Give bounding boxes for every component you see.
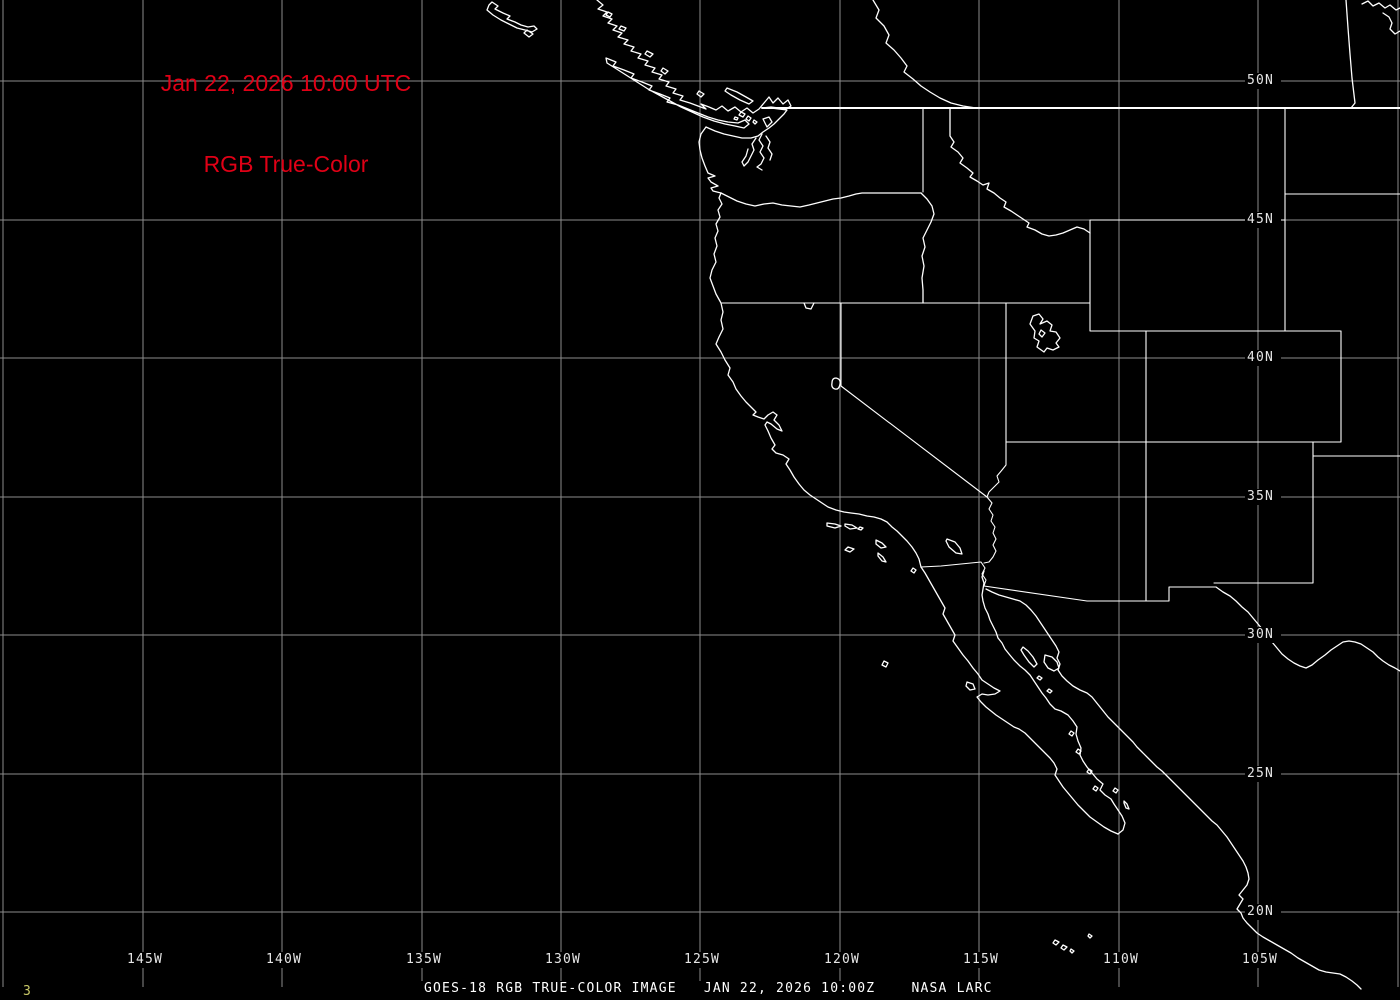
pacific-coastline bbox=[709, 192, 922, 568]
rio-grande-river bbox=[1215, 586, 1400, 672]
title-block: Jan 22, 2026 10:00 UTC RGB True-Color bbox=[130, 16, 442, 232]
id-mt-border bbox=[949, 108, 1091, 237]
lon-label-120w: 120W bbox=[820, 952, 864, 968]
goose-lake bbox=[803, 302, 815, 310]
frame-number: 3 bbox=[21, 984, 33, 999]
lat-label-35n: 35N bbox=[1245, 489, 1281, 505]
lat-label-25n: 25N bbox=[1245, 766, 1281, 782]
guadalupe-island bbox=[881, 660, 889, 668]
sonora-sinaloa-coast bbox=[985, 588, 1362, 990]
lon-label-125w: 125W bbox=[680, 952, 724, 968]
bc-coastal-islands bbox=[605, 11, 705, 98]
lon-label-145w: 145W bbox=[123, 952, 167, 968]
lon-label-135w: 135W bbox=[402, 952, 446, 968]
baja-west-coast bbox=[920, 566, 1119, 835]
lat-label-50n: 50N bbox=[1245, 73, 1281, 89]
nv-az-colorado-river bbox=[986, 441, 1007, 498]
map-overlay bbox=[486, 0, 1400, 990]
salton-sea bbox=[945, 538, 963, 555]
ca-nv-diagonal-border bbox=[840, 385, 988, 498]
great-salt-lake bbox=[1029, 313, 1061, 353]
lon-label-110w: 110W bbox=[1099, 952, 1143, 968]
lake-tahoe bbox=[831, 377, 841, 390]
baja-gulf-coast bbox=[981, 570, 1126, 835]
state-borders bbox=[721, 108, 1400, 602]
snake-river-border bbox=[920, 192, 935, 304]
sk-mb-border bbox=[1345, 0, 1356, 109]
bc-alberta-border bbox=[872, 0, 996, 109]
lat-gridline bbox=[0, 80, 1400, 913]
olympic-peninsula-coast bbox=[698, 126, 722, 194]
product-name-label: RGB True-Color bbox=[203, 151, 369, 177]
image-timestamp-label: Jan 22, 2026 10:00 UTC bbox=[160, 70, 412, 96]
haida-gwaii-coast bbox=[486, 1, 538, 38]
juan-de-fuca-coast bbox=[705, 107, 788, 139]
vancouver-island-coast bbox=[605, 57, 750, 129]
image-caption: GOES-18 RGB TRUE-COLOR IMAGE JAN 22, 202… bbox=[421, 981, 996, 996]
us-mexico-border bbox=[920, 561, 1217, 602]
gulf-of-california-islands bbox=[965, 646, 1130, 810]
columbia-river-border bbox=[720, 192, 922, 208]
gulf-islands bbox=[724, 87, 758, 125]
lat-label-45n: 45N bbox=[1245, 212, 1281, 228]
lat-label-40n: 40N bbox=[1245, 350, 1281, 366]
bc-mainland-coast bbox=[596, 0, 792, 114]
lon-label-105w: 105W bbox=[1238, 952, 1282, 968]
lon-label-140w: 140W bbox=[262, 952, 306, 968]
lat-label-20n: 20N bbox=[1245, 904, 1281, 920]
ca-az-colorado-river bbox=[983, 496, 997, 564]
lon-label-115w: 115W bbox=[959, 952, 1003, 968]
puget-sound-inlets bbox=[741, 116, 773, 171]
channel-islands bbox=[826, 522, 917, 574]
lat-label-30n: 30N bbox=[1245, 627, 1281, 643]
lon-label-130w: 130W bbox=[541, 952, 585, 968]
islas-marias bbox=[1052, 933, 1093, 954]
manitoba-lakes bbox=[1361, 0, 1400, 35]
